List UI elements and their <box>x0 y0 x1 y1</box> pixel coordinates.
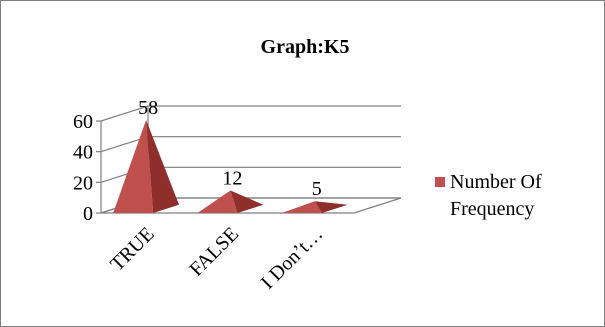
y-tick-label: 40 <box>73 142 93 164</box>
legend-swatch <box>435 177 445 187</box>
x-category-label: I Don’t… <box>257 223 328 294</box>
pyramid-side-face <box>230 190 264 213</box>
y-tick-label: 60 <box>73 111 93 133</box>
label-layer: 0 20 40 60 58 TRUE 12 FALSE 5 I Don’t… <box>73 97 327 294</box>
pyramid-side-face <box>314 201 348 213</box>
x-category-label: TRUE <box>106 223 158 275</box>
pyramid-front-face <box>197 190 238 213</box>
y-tick-label: 0 <box>83 203 93 225</box>
x-category-label: FALSE <box>185 223 243 281</box>
data-label: 5 <box>312 178 322 200</box>
pyramid-front-face <box>281 201 322 213</box>
data-label: 12 <box>222 167 242 189</box>
pyramid-side-face <box>146 119 180 213</box>
chart-title: Graph:K5 <box>261 36 350 58</box>
y-tick-label: 20 <box>73 172 93 194</box>
legend-label-line-2: Frequency <box>450 198 534 220</box>
legend: Number Of Frequency <box>435 171 542 220</box>
mark-layer <box>113 119 348 213</box>
data-label: 58 <box>138 97 158 119</box>
legend-label-line-1: Number Of <box>450 171 542 193</box>
pyramid-front-face <box>113 119 154 213</box>
